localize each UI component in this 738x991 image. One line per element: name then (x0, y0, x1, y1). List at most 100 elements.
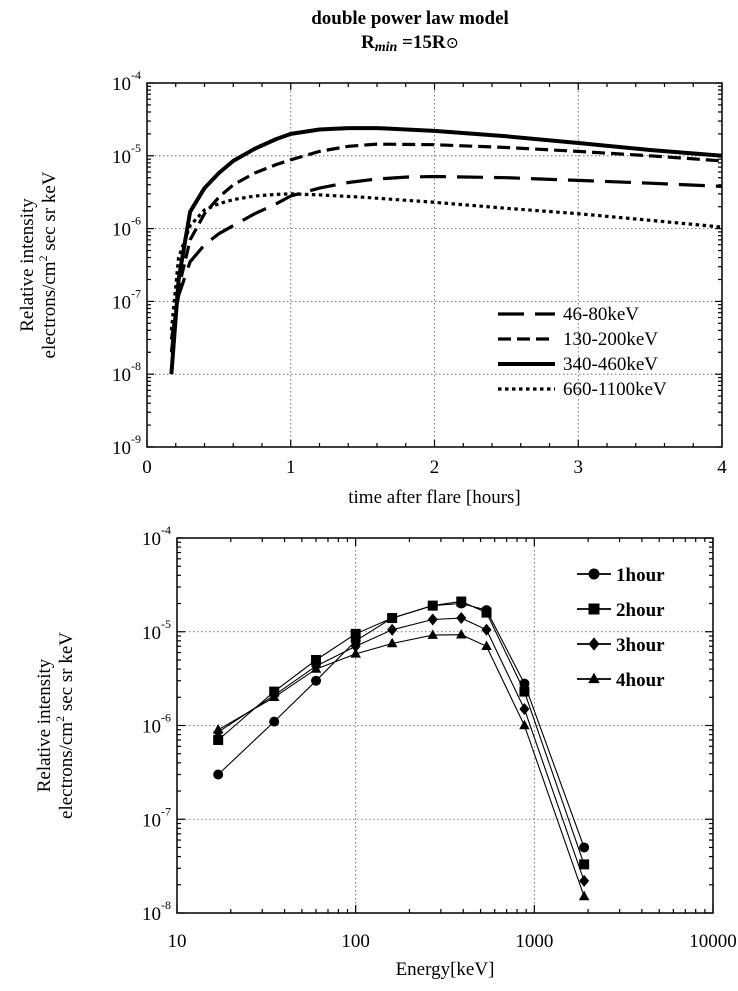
x-tick-label: 3 (574, 457, 584, 478)
y-tick-base: 10 (142, 904, 161, 925)
series-lines (217, 600, 585, 897)
data-point-2hour (350, 628, 361, 639)
data-point-2hour (456, 596, 467, 607)
data-point-1hour (519, 678, 530, 689)
y-label-units-superscript: 2 (53, 716, 67, 722)
data-point-4hour (268, 691, 280, 702)
y-tick-base: 10 (112, 147, 131, 168)
data-point-4hour (578, 890, 590, 901)
y-tick-base: 10 (142, 529, 161, 550)
x-axis-label: Energy[keV] (396, 959, 495, 980)
legend-marker-diamond (588, 637, 600, 651)
y-label-units: electrons/cm (56, 722, 77, 819)
legend: 1hour 2hour 3hour 4hour (577, 565, 665, 691)
data-point-2hour (427, 600, 438, 611)
y-label-units-rest: sec sr keV (39, 171, 60, 255)
data-point-4hour (386, 637, 398, 648)
y-tick-label: 10-7 (112, 286, 141, 313)
y-tick-base: 10 (112, 292, 131, 313)
legend-label: 660-1100keV (563, 379, 667, 400)
data-point-3hour (519, 702, 530, 715)
y-tick-exponent: -8 (131, 359, 141, 373)
rmin-subscript: min (375, 40, 398, 55)
series-line-2hour (217, 600, 585, 865)
series-line-3hour (217, 617, 585, 882)
x-tick-label: 4 (717, 457, 727, 478)
legend-label: 1hour (616, 565, 665, 586)
data-point-1hour (269, 716, 280, 727)
figure-title: double power law model Rmin =15R⊙ (311, 8, 509, 55)
gridlines (177, 538, 713, 913)
data-point-2hour (519, 686, 530, 697)
sun-symbol: ⊙ (446, 35, 459, 52)
top-panel: 0 1 2 3 410-910-810-710-610-510-446-80keV130… (17, 68, 727, 508)
y-tick-exponent: -4 (131, 68, 141, 82)
x-tick-label: 10000 (689, 931, 737, 952)
plot-frame (176, 537, 714, 914)
y-axis-label: Relative intensity electrons/cm2 sec sr k… (17, 171, 60, 358)
y-axis-label-line-2: electrons/cm2 sec sr keV (36, 171, 60, 358)
data-point-3hour (456, 612, 467, 625)
data-point-2hour (311, 654, 322, 665)
legend: 46-80keV 130-200keV 340-460keV 660-1100keV (498, 304, 667, 400)
data-point-2hour (579, 859, 590, 870)
data-point-3hour (579, 874, 590, 887)
rmin-prefix: R (361, 32, 375, 53)
x-tick-label: 1000 (515, 931, 553, 952)
data-point-4hour (310, 663, 322, 673)
y-label-units-rest: sec sr keV (56, 632, 77, 716)
data-point-3hour (427, 613, 438, 626)
legend-marker-square (588, 603, 600, 615)
y-tick-label: 10-5 (142, 617, 171, 644)
y-tick-exponent: -5 (131, 141, 141, 155)
series-line-660-1100keV (169, 192, 723, 331)
series-line-130-200keV (169, 142, 723, 353)
y-tick-exponent: -8 (161, 898, 171, 912)
y-tick-base: 10 (112, 74, 131, 95)
y-tick-label: 10-6 (142, 711, 171, 738)
y-tick-exponent: -7 (161, 804, 171, 818)
y-tick-label: 10-8 (112, 359, 141, 386)
legend-label: 2hour (616, 600, 665, 621)
data-point-2hour (481, 607, 492, 618)
x-tick-label: 0 (142, 457, 152, 478)
y-tick-base: 10 (112, 438, 131, 459)
y-tick-label: 10-7 (142, 804, 171, 831)
y-tick-label: 10-5 (112, 141, 141, 168)
legend-marker-triangle (588, 672, 600, 684)
y-tick-base: 10 (112, 220, 131, 241)
x-tick-label: 100 (341, 931, 370, 952)
series-line-340-460keV (169, 126, 723, 375)
data-point-2hour (213, 735, 224, 746)
x-tick-label: 2 (430, 457, 440, 478)
y-axis-label: Relative intensity electrons/cm2 sec sr k… (34, 632, 77, 819)
title-line-1: double power law model (311, 8, 509, 29)
data-point-3hour (387, 623, 398, 636)
data-point-4hour (456, 628, 467, 639)
legend-label: 340-460keV (563, 354, 658, 375)
data-point-3hour (350, 640, 361, 653)
data-point-4hour (350, 648, 361, 658)
y-axis-label-line-2: electrons/cm2 sec sr keV (53, 632, 77, 819)
bottom-panel: 10 100 1000 1000010-810-710-610-510-41hour2… (34, 523, 737, 980)
y-tick-exponent: -5 (161, 617, 171, 631)
data-point-4hour (481, 640, 492, 651)
data-point-1hour (213, 769, 224, 780)
title-line-2: Rmin =15R⊙ (361, 32, 459, 55)
series-markers (212, 596, 590, 901)
y-tick-base: 10 (142, 717, 161, 738)
legend-label: 130-200keV (563, 329, 658, 350)
y-tick-label: 10-8 (142, 898, 171, 925)
data-point-4hour (212, 724, 224, 734)
series-line-46-80keV (169, 174, 723, 340)
legend-marker-circle (588, 568, 600, 580)
y-tick-label: 10-6 (112, 214, 141, 241)
y-tick-label: 10-4 (142, 523, 171, 550)
y-tick-label: 10-9 (112, 432, 141, 459)
plot-frame (146, 82, 723, 448)
y-tick-base: 10 (112, 365, 131, 386)
series-line-4hour (217, 634, 585, 897)
y-tick-exponent: -9 (131, 432, 141, 446)
x-tick-label: 1 (286, 457, 296, 478)
